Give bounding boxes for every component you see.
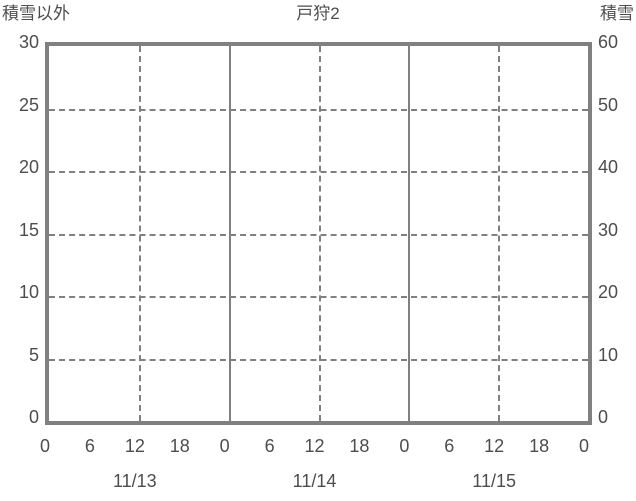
vertical-gridline-minor	[318, 46, 321, 421]
x-axis-date-label: 11/13	[112, 471, 157, 491]
x-axis-tick-label: 12	[484, 436, 505, 456]
x-axis-tick-label: 12	[124, 436, 145, 456]
left-axis-tick-label: 20	[18, 157, 39, 177]
left-axis-tick-label: 15	[18, 219, 39, 240]
left-axis-tick-label: 10	[18, 282, 39, 302]
x-axis-tick-label: 0	[219, 436, 230, 456]
x-axis-date-label: 11/15	[472, 471, 517, 491]
vertical-gridline-major	[228, 46, 231, 421]
vertical-gridline-major	[408, 46, 411, 421]
left-axis-tick-label: 5	[28, 344, 39, 365]
left-axis-tick-label: 25	[18, 94, 39, 115]
vertical-gridline-minor	[498, 46, 501, 421]
x-axis-tick-label: 18	[349, 436, 370, 456]
x-axis-tick-label: 0	[578, 436, 589, 456]
left-axis-tick-label: 30	[18, 32, 39, 52]
x-axis-tick-label: 6	[444, 436, 455, 456]
right-axis-tick-label: 50	[598, 94, 619, 115]
right-axis-tick-label: 40	[598, 157, 619, 177]
plot-area	[45, 42, 592, 425]
x-axis-tick-label: 18	[169, 436, 190, 456]
x-axis-tick-label: 0	[399, 436, 410, 456]
x-axis-tick-labels: 0 6 12 18 0 6 12 18 0 6 12 18 0	[0, 437, 636, 461]
vertical-gridline-minor	[138, 46, 141, 421]
left-axis-title: 積雪以外	[2, 4, 70, 23]
gridlines	[49, 46, 588, 421]
right-axis-tick-label: 60	[598, 32, 619, 52]
x-axis-tick-label: 0	[39, 436, 50, 456]
right-axis-title: 積雪	[600, 4, 634, 23]
left-axis-tick-labels: 0 5 10 15 20 25 30	[0, 33, 39, 427]
right-axis-tick-label: 30	[598, 219, 619, 240]
chart-title: 戸狩2	[296, 4, 340, 23]
right-axis-tick-label: 0	[598, 407, 609, 427]
x-axis-tick-label: 18	[529, 436, 550, 456]
x-axis-date-labels: 11/13 11/14 11/15	[0, 472, 636, 498]
x-axis-tick-label: 6	[264, 436, 275, 456]
right-axis-tick-label: 10	[598, 344, 619, 365]
x-axis-date-label: 11/14	[292, 471, 337, 491]
right-axis-tick-labels: 0 10 20 30 40 50 60	[598, 33, 636, 427]
left-axis-tick-label: 0	[28, 407, 39, 427]
x-axis-tick-label: 6	[84, 436, 95, 456]
x-axis-tick-label: 12	[304, 436, 325, 456]
right-axis-tick-label: 20	[598, 282, 619, 302]
